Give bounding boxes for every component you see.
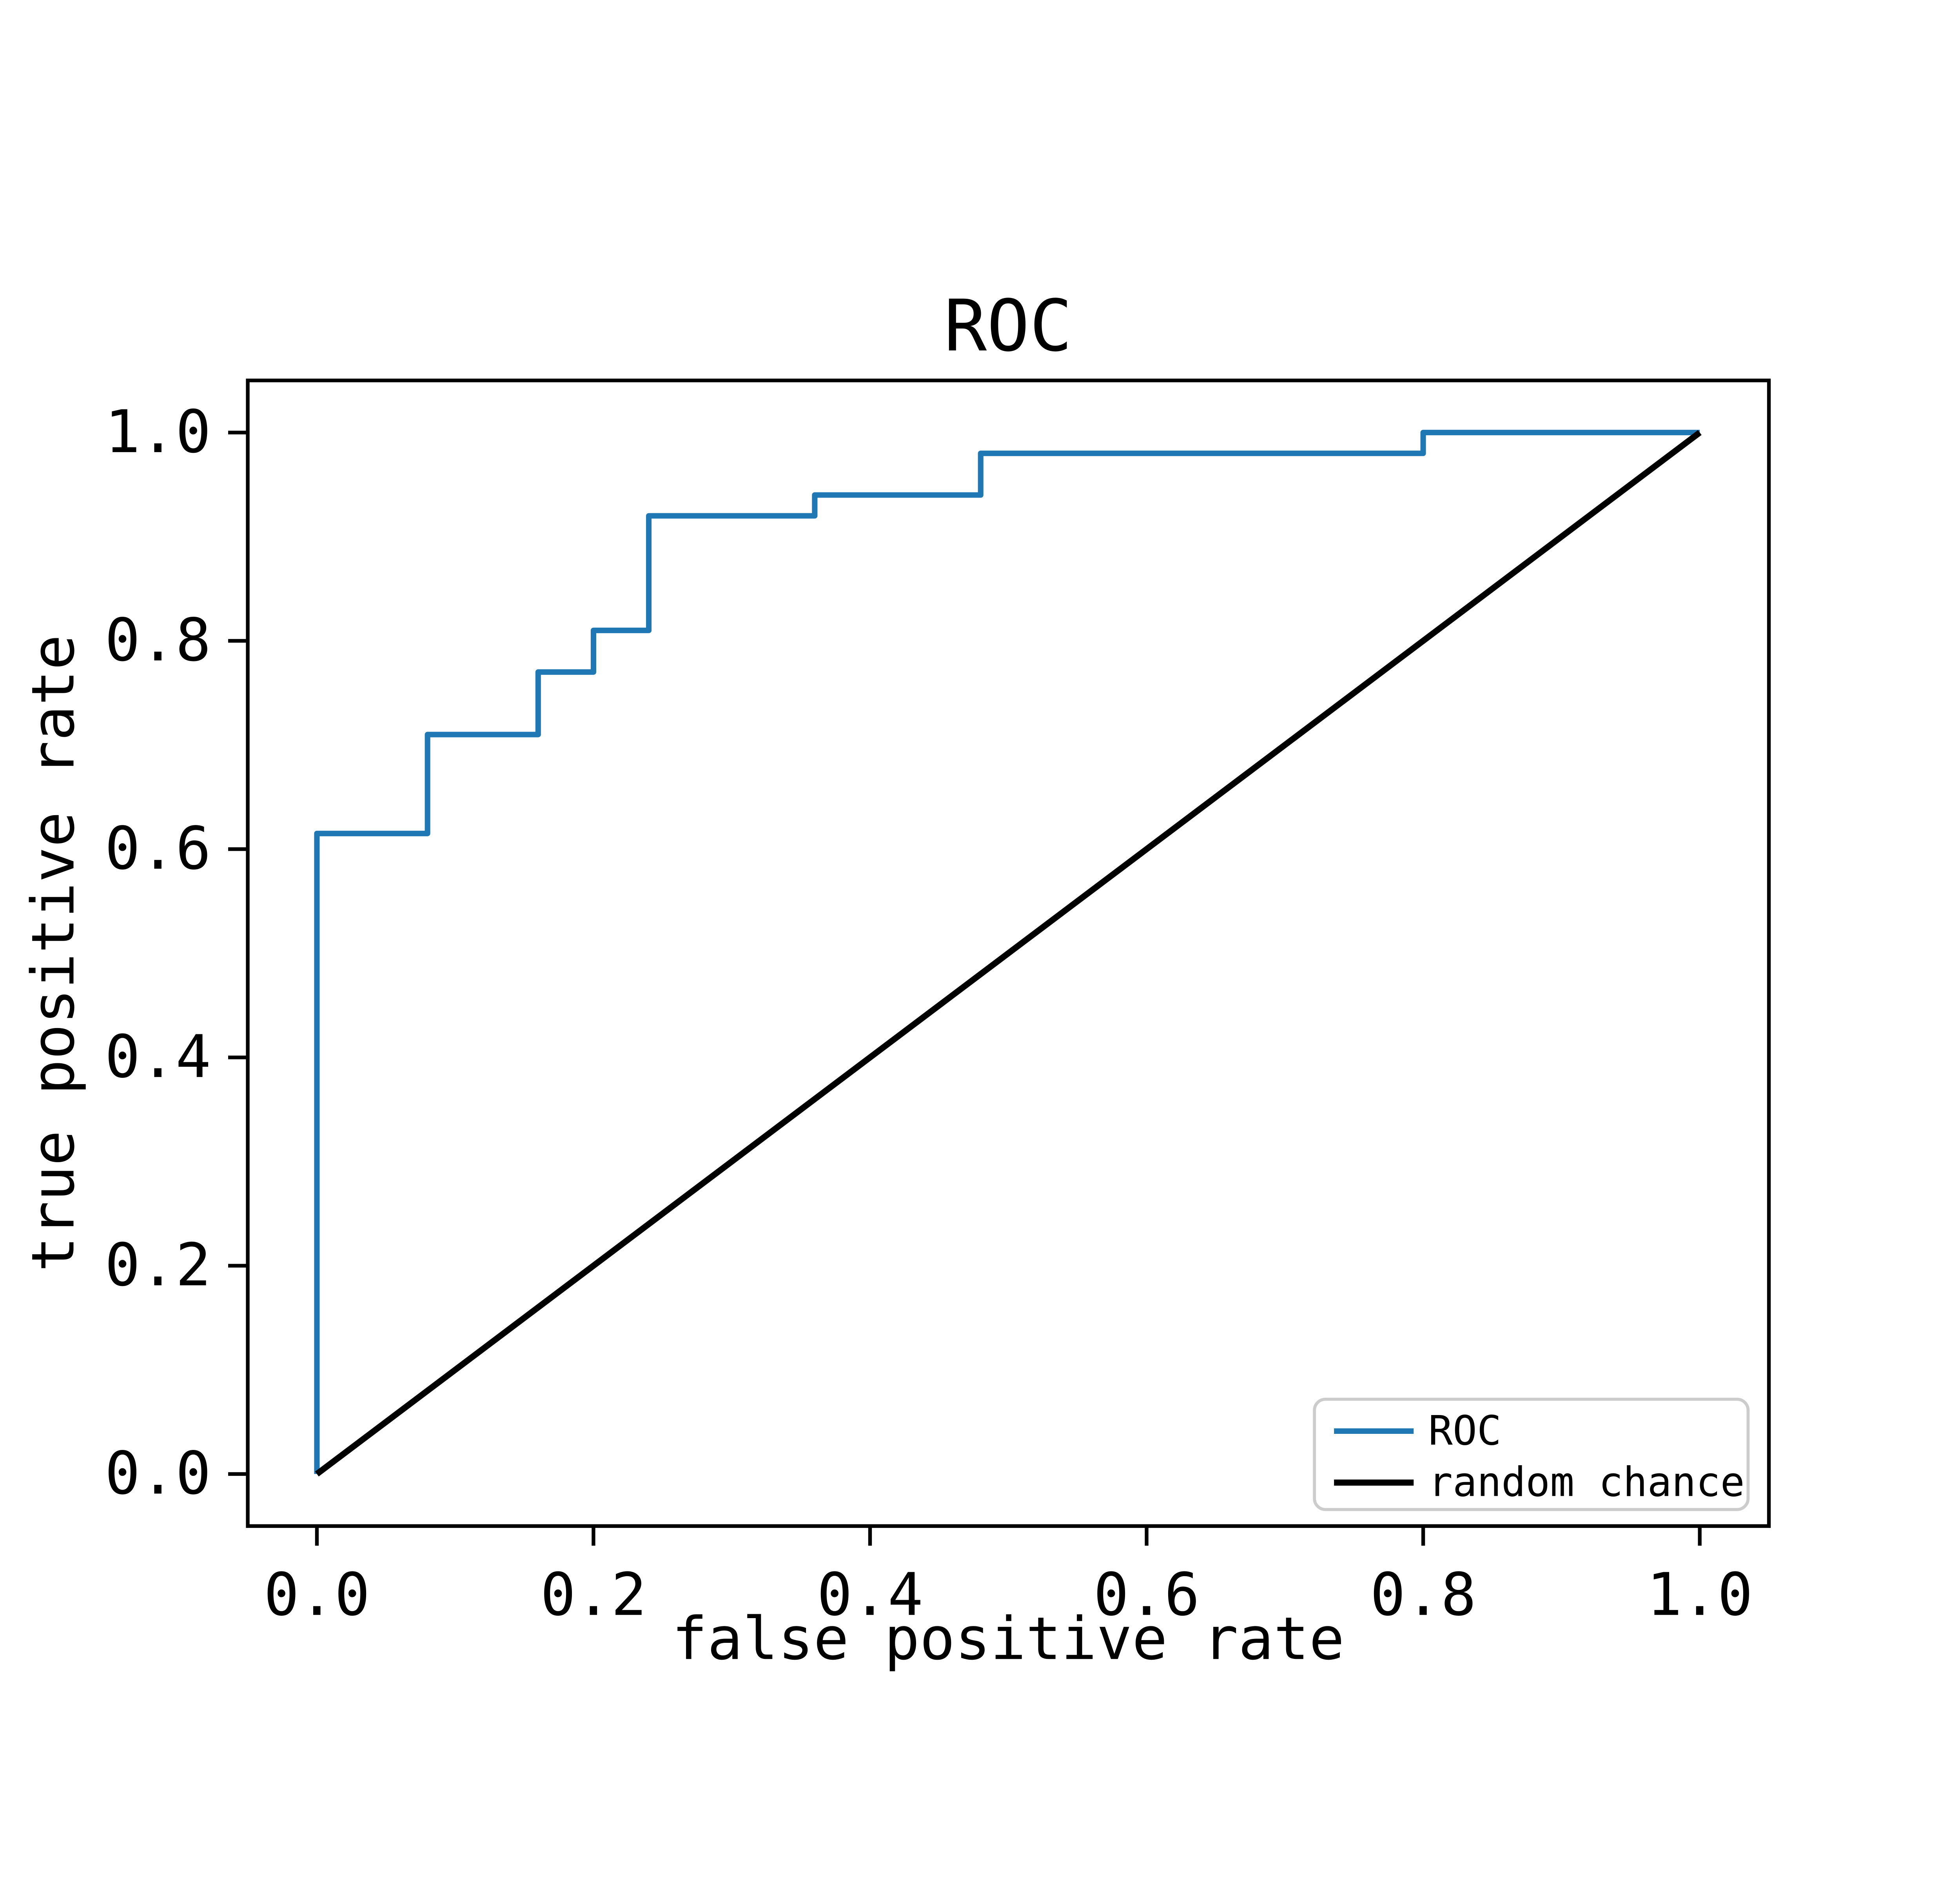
- random-chance-line: [315, 430, 1702, 1477]
- y-tick-label: 0.0: [105, 1439, 211, 1508]
- y-tick-label: 0.8: [105, 606, 211, 674]
- chart-title: ROC: [944, 285, 1072, 367]
- axes-frame: [246, 378, 1771, 1528]
- x-tick-label: 0.0: [264, 1561, 370, 1629]
- plot-area: 0.0 0.2 0.4 0.6 0.8 1.0 0.0 0.2 0.4 0.6 0.8 1.0 ROC r…: [105, 378, 1771, 1629]
- legend-box: [1313, 1397, 1750, 1511]
- x-tick-label: 1.0: [1647, 1561, 1753, 1629]
- roc-chart: 0.0 0.2 0.4 0.6 0.8 1.0 0.0 0.2 0.4 0.6 0.8 1.0 ROC r…: [0, 206, 1960, 1676]
- y-tick-label: 0.6: [105, 815, 211, 883]
- x-tick-label: 0.2: [540, 1561, 646, 1629]
- y-axis-label: true positive rate: [19, 634, 87, 1272]
- roc-curve-line: [314, 430, 1700, 1474]
- x-tick-label: 0.6: [1094, 1561, 1200, 1629]
- y-tick-label: 1.0: [105, 398, 211, 466]
- legend-label: ROC: [1428, 1407, 1501, 1454]
- y-tick-label: 0.4: [105, 1023, 211, 1091]
- x-tick-label: 0.4: [817, 1561, 923, 1629]
- y-tick-label: 0.2: [105, 1231, 211, 1299]
- x-tick-label: 0.8: [1370, 1561, 1476, 1629]
- legend-label: random chance: [1428, 1459, 1745, 1506]
- x-axis-label: false positive rate: [672, 1605, 1345, 1673]
